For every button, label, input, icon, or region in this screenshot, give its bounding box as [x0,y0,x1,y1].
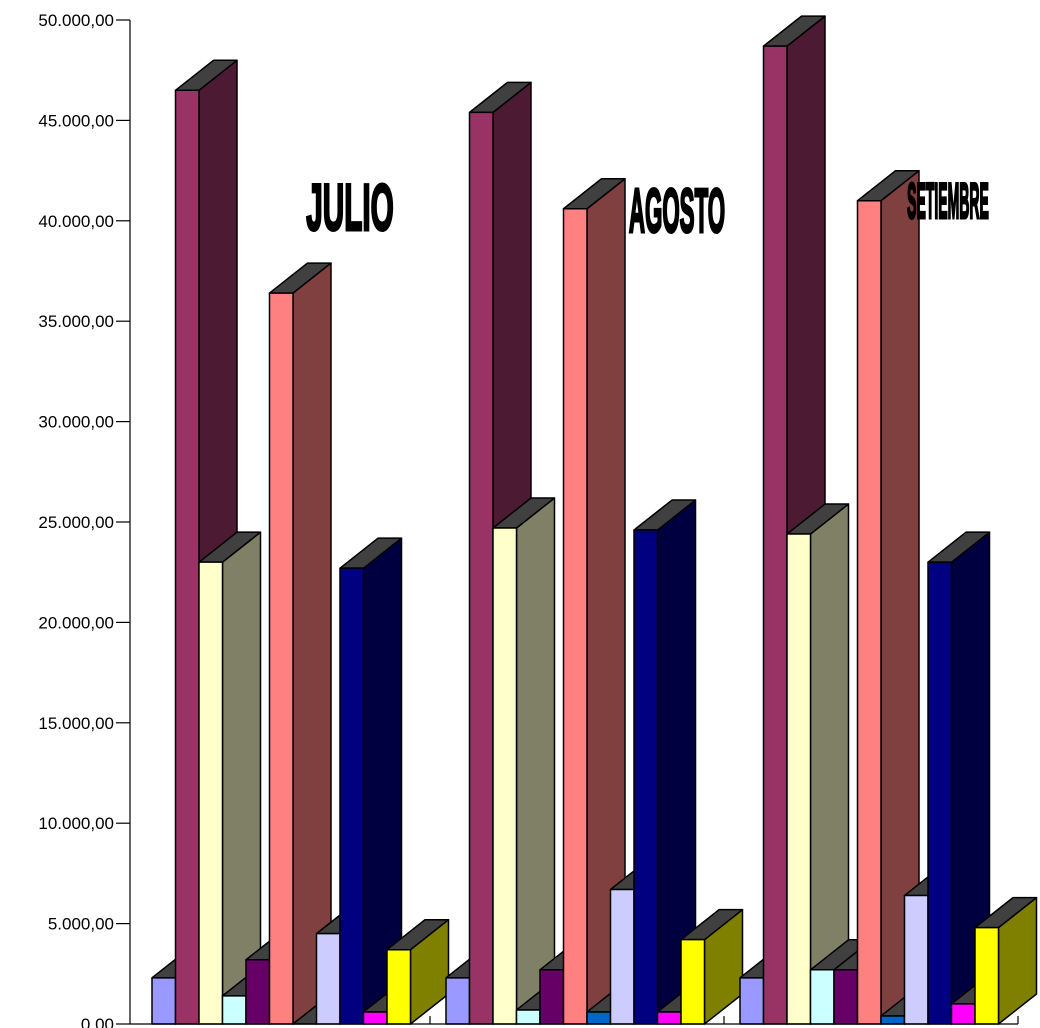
bar-front-face [492,527,518,1025]
bar [198,531,262,1025]
bar-front-face [680,938,706,1025]
y-tick-label: 35.000,00 [38,312,114,331]
bar-front-face [151,977,177,1025]
bar-front-face [339,567,365,1025]
bar-front-face [950,1003,976,1025]
bar [680,908,744,1025]
bar [786,503,850,1025]
bar-front-face [539,969,565,1025]
bar-front-face [974,926,1000,1025]
bar-front-face [656,1011,682,1025]
bar-front-face [515,1009,541,1025]
bar-front-face [445,977,471,1025]
bar [633,499,697,1025]
bar-side-face [221,531,262,1025]
bar-front-face [786,533,812,1025]
bar-front-face [633,529,659,1025]
bar [927,531,991,1025]
bar-side-face [515,497,556,1025]
bar-front-face [609,888,635,1025]
y-tick-label: 25.000,00 [38,513,114,532]
category-label: JULIO [306,171,393,245]
bar-front-face [739,977,765,1025]
bar-front-face [198,561,224,1025]
bar-side-face [292,262,332,1025]
bar-front-face [809,969,835,1025]
bar [562,178,626,1025]
bar-front-face [903,894,929,1025]
bars-layer [151,15,1038,1025]
bar-front-face [468,111,494,1025]
bar [386,918,450,1025]
category-label: AGOSTO [629,176,725,245]
y-tick-label: 40.000,00 [38,212,114,231]
bar-front-face [562,208,588,1025]
bar-front-face [174,89,200,1025]
bar-front-face [856,199,882,1025]
bar-front-face [927,561,953,1025]
bar-front-face [586,1011,612,1025]
bar-front-face [245,958,271,1025]
bar-front-face [268,292,294,1025]
category-labels: JULIO AGOSTO SETIEMBRE [305,170,989,247]
y-axis: 0,00 5.000,00 10.000,00 15.000,00 20.000,00 2… [38,11,1019,1028]
y-tick-label: 45.000,00 [38,111,114,130]
y-tick-label: 50.000,00 [38,11,114,30]
y-tick-label: 20.000,00 [38,613,114,632]
bar [339,537,403,1025]
bar-front-face [833,969,859,1025]
y-tick-label: 5.000,00 [48,915,114,934]
bar-front-face [386,948,412,1025]
category-label: SETIEMBRE [907,173,989,229]
bar [856,169,920,1025]
bar [974,896,1038,1025]
bar-front-face [362,1011,388,1025]
y-tick-label: 10.000,00 [38,814,114,833]
y-tick-label: 15.000,00 [38,714,114,733]
bar [492,497,556,1025]
bar-front-face [880,1015,906,1025]
bar [268,262,332,1025]
y-tick-label: 0,00 [81,1015,114,1028]
bar-front-face [221,995,247,1025]
bar-front-face [315,932,341,1025]
bar-front-face [762,45,788,1025]
y-tick-label: 30.000,00 [38,413,114,432]
